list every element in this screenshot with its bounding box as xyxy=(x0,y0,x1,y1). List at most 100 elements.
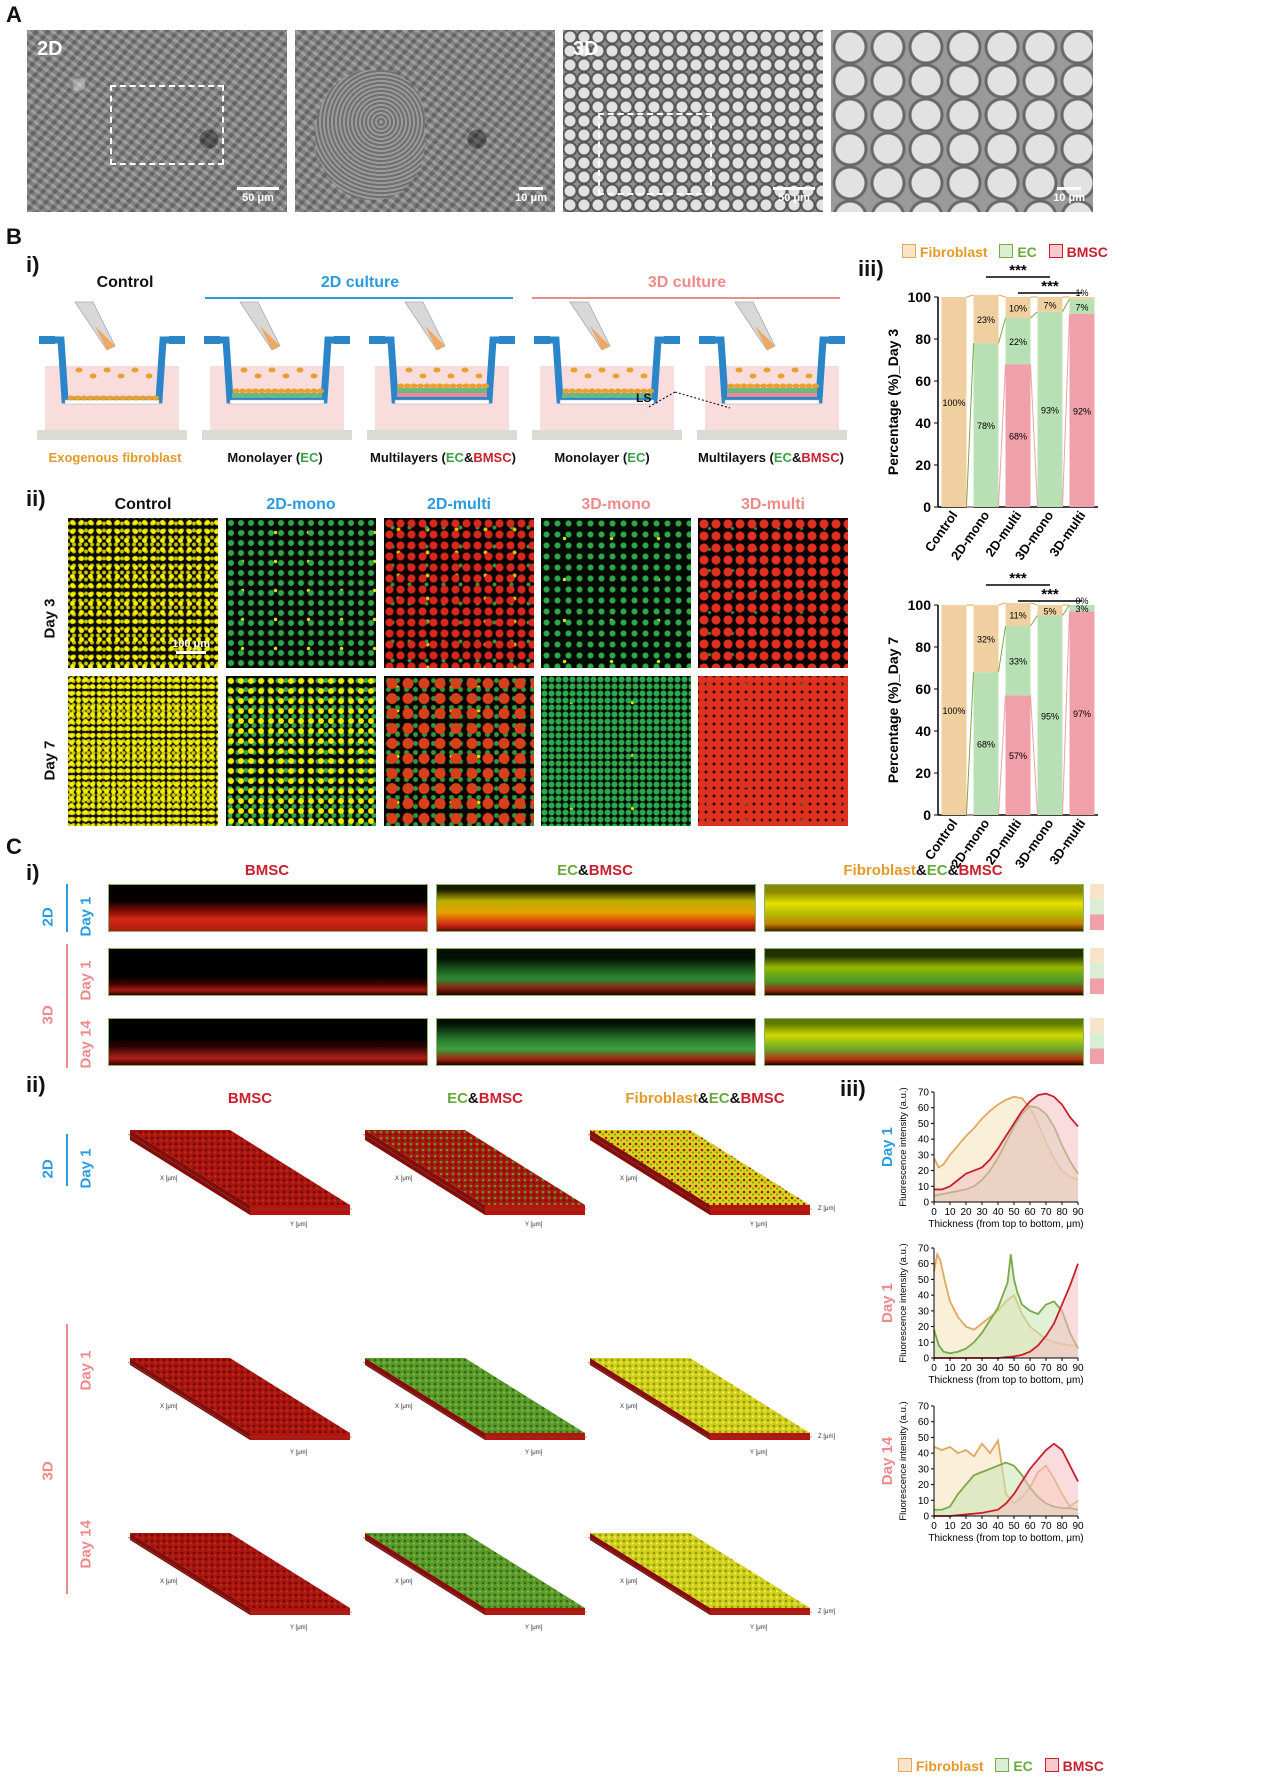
fibroblast-cell xyxy=(482,383,489,389)
significance-label: *** xyxy=(1041,278,1059,295)
fibroblast-cell xyxy=(462,383,470,389)
x-axis-title: X [μm] xyxy=(620,1579,638,1585)
b-iii-legend: Fibroblast EC BMSC xyxy=(902,244,1108,260)
y-tick-label: 70 xyxy=(918,1244,930,1255)
y-axis-title: Percentage (%)_Day 3 xyxy=(885,329,901,476)
fibroblast-cell xyxy=(634,388,641,394)
fibroblast-cell xyxy=(805,383,813,389)
x-tick-label: 30 xyxy=(976,1207,988,1218)
bar-segment-fibroblast xyxy=(941,605,967,815)
fibroblast-cell xyxy=(239,388,246,394)
y-tick-label: 20 xyxy=(918,1322,930,1333)
stack-connector xyxy=(997,695,1007,816)
slab-axis-lines xyxy=(362,1536,587,1613)
xz-3d-day1-fib-ec-bmsc xyxy=(764,948,1084,996)
xz-3d-day14-fib-ec-bmsc xyxy=(764,1018,1084,1066)
fibroblast-cell xyxy=(100,395,107,401)
well-base xyxy=(37,430,187,440)
zoom-region-box xyxy=(598,113,712,195)
fibroblast-cell xyxy=(612,373,620,379)
y-tick-label: 60 xyxy=(918,1417,930,1428)
fibroblast-cell xyxy=(245,388,253,394)
x-axis-title: X [μm] xyxy=(395,1176,413,1182)
slab-front xyxy=(710,1205,810,1215)
slab-top xyxy=(130,1358,350,1433)
y-axis-title: Fluorescence intensity (a.u.) xyxy=(898,1401,909,1520)
caption-2d-multilayers: Multilayers (EC&BMSC) xyxy=(370,450,516,465)
slab-front xyxy=(710,1433,810,1440)
x-tick-label: 10 xyxy=(944,1363,956,1374)
fibroblast-cell xyxy=(626,367,634,373)
fibroblast-cell xyxy=(456,383,463,389)
slab-front xyxy=(250,1205,350,1215)
x-tick-label: 80 xyxy=(1056,1521,1068,1532)
fibroblast-cell xyxy=(252,388,259,394)
slab-axis-lines xyxy=(587,1536,812,1613)
stack-connector xyxy=(1029,364,1039,508)
y-tick-label: 10 xyxy=(918,1182,930,1193)
x-tick-label: 50 xyxy=(1008,1207,1020,1218)
fibroblast-cell xyxy=(475,383,483,389)
x-axis-title: X [μm] xyxy=(160,1579,178,1585)
fibroblast-cell xyxy=(397,383,405,389)
bmsc-swatch xyxy=(1044,1758,1059,1772)
area-bmsc xyxy=(934,1263,1078,1358)
bar-data-label: 92% xyxy=(1073,406,1091,416)
bar-segment-fibroblast xyxy=(1037,605,1063,616)
slab-front xyxy=(250,1608,350,1615)
fibroblast-cell xyxy=(113,395,120,401)
bar-segment-fibroblast xyxy=(973,294,999,344)
fibroblast-cell xyxy=(608,388,615,394)
fibroblast-cell xyxy=(296,367,304,373)
y-tick-label: 60 xyxy=(918,1103,930,1114)
fibroblast-cell xyxy=(436,383,444,389)
slab-front xyxy=(485,1433,585,1440)
legend-fibroblast: Fibroblast xyxy=(919,244,988,260)
stack-connector xyxy=(1061,611,1071,816)
fibroblast-swatch xyxy=(898,1758,912,1772)
intensity-plot-3d-day14: 0 10 20 30 40 50 60 70 0 10 20 30 40 50 60 70 80 90Thickn… xyxy=(879,1401,1084,1544)
ec-swatch xyxy=(999,244,1014,258)
x-tick-label: 20 xyxy=(960,1521,972,1532)
well-base xyxy=(532,430,682,440)
slab-axis-lines xyxy=(362,1361,587,1438)
scale-bar: 50 μm xyxy=(773,187,815,204)
x-tick-label: 0 xyxy=(931,1207,937,1218)
xz-3d-day14-ec-bmsc xyxy=(436,1018,756,1066)
panel-a-letter: A xyxy=(6,2,22,27)
fibroblast-cell xyxy=(271,388,279,394)
fibroblast-cell xyxy=(627,388,635,394)
fibroblast-cell xyxy=(792,383,800,389)
fibroblast-cell xyxy=(777,373,785,379)
fibroblast-cell xyxy=(291,388,298,394)
fibroblast-cell xyxy=(647,388,654,394)
y-tick-label: 20 xyxy=(915,765,931,781)
insert-lip xyxy=(829,336,845,344)
stack-connector xyxy=(997,317,1007,344)
insert-lip xyxy=(664,336,680,344)
x-axis-title: Thickness (from top to bottom, μm) xyxy=(928,1375,1083,1386)
sem-2d-label: 2D xyxy=(37,38,63,60)
y-axis-title: Y [μm] xyxy=(750,1450,768,1456)
area-bmsc xyxy=(934,1093,1078,1202)
stack-connector xyxy=(1030,615,1038,627)
slab-top xyxy=(365,1533,585,1608)
bar-data-label: 78% xyxy=(977,421,995,431)
fibroblast-cell xyxy=(278,388,285,394)
slab-axis-lines xyxy=(587,1361,812,1438)
fibroblast-cell xyxy=(254,373,262,379)
bar-segment-ec xyxy=(1005,626,1031,696)
z-axis-title: Z [μm] xyxy=(818,1609,835,1615)
y-tick-label: 70 xyxy=(918,1088,930,1099)
y-tick-label: 0 xyxy=(923,1512,929,1523)
ls-pointer xyxy=(646,391,731,409)
fibroblast-swatch xyxy=(902,244,916,258)
pipette-fluid xyxy=(260,326,280,350)
bar-data-label: 22% xyxy=(1009,337,1027,347)
fluor-col-control: Control xyxy=(114,496,172,513)
x-axis-title: X [μm] xyxy=(160,1404,178,1410)
fibroblast-cell xyxy=(588,388,596,394)
y-axis-title: Y [μm] xyxy=(525,1625,543,1631)
